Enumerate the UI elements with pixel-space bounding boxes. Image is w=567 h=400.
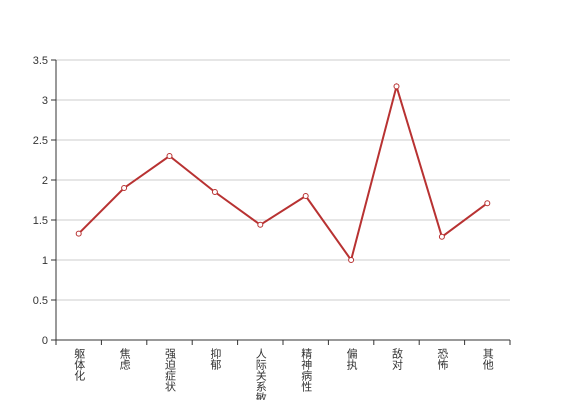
point [166,153,173,159]
x-tick-label: 抑郁 [209,347,222,370]
y-tick-label: 0 [42,335,48,347]
point [257,221,264,228]
y-tick-label: 1 [42,255,48,267]
x-tick-label: 偏执 [345,347,358,371]
point [121,185,128,191]
line [77,82,488,263]
point [302,193,309,199]
point [211,189,218,195]
y-tick-label: 3 [42,95,48,107]
x-tick-label: 躯体化 [73,348,86,382]
x-tick-label: 其他 [481,348,494,370]
x-tick-label: 人际关系敏感 [254,348,267,400]
point [348,257,355,263]
x-tick-label: 强迫症状 [164,348,177,392]
y-tick-label: 3.5 [33,55,48,67]
point [438,233,445,240]
y-tick-label: 1.5 [33,215,48,227]
x-tick-label: 恐怖 [436,348,449,370]
point [484,200,491,207]
point [75,230,82,237]
y-tick-label: 2.5 [33,135,48,147]
x-tick-label: 精神病性 [300,348,313,393]
y-tick-label: 0.5 [33,295,48,307]
point [393,83,400,90]
x-tick-label: 焦虑 [118,348,131,370]
x-tick-label: 敌对 [391,347,404,370]
y-tick-label: 2 [42,175,48,187]
